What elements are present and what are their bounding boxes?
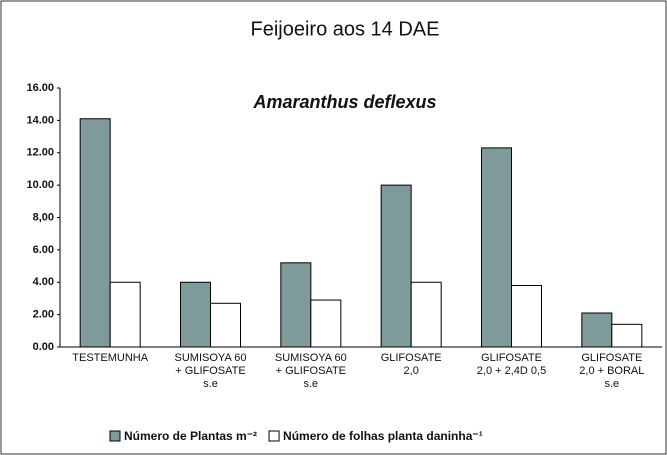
x-tick-label: s.e — [203, 378, 218, 390]
x-tick-label: GLIFOSATE — [481, 352, 542, 364]
bar — [611, 323, 643, 348]
x-tick-label: GLIFOSATE — [381, 352, 442, 364]
x-tick-label: 2,0 — [404, 365, 419, 377]
bar — [280, 262, 312, 348]
bar — [511, 284, 542, 348]
y-tick-label: 12.00 — [26, 147, 54, 159]
y-tick-label: 4.00 — [33, 276, 54, 288]
x-tick-label: SUMISOYA 60 — [175, 352, 247, 364]
bar — [79, 118, 111, 348]
y-tick-label: 6.00 — [33, 244, 54, 256]
legend-label: Número de Plantas m⁻² — [124, 429, 257, 443]
bar — [581, 312, 613, 348]
bar — [210, 302, 241, 348]
chart-subtitle: Amaranthus deflexus — [252, 92, 436, 112]
y-tick-label: 16.00 — [26, 82, 54, 94]
bar — [310, 299, 342, 348]
bar — [481, 147, 512, 348]
y-tick-label: 10.00 — [26, 179, 54, 191]
x-tick-label: TESTEMUNHA — [72, 352, 148, 364]
bar — [180, 281, 211, 348]
legend-label: Número de folhas planta daninha⁻¹ — [283, 429, 483, 443]
x-tick-label: GLIFOSATE — [581, 352, 642, 364]
x-tick-label: s.e — [303, 378, 318, 390]
legend-swatch — [109, 430, 121, 442]
x-tick-label: 2,0 + 2,4D 0,5 — [477, 365, 546, 377]
chart-title: Feijoeiro aos 14 DAE — [251, 18, 440, 40]
legend-swatch — [268, 430, 280, 442]
y-tick-label: 14.00 — [26, 114, 54, 126]
bar — [109, 281, 141, 348]
x-tick-label: + GLIFOSATE — [175, 365, 245, 377]
bar — [410, 281, 442, 348]
x-tick-label: 2,0 + BORAL — [579, 365, 644, 377]
y-tick-label: 0.00 — [33, 341, 54, 353]
y-tick-label: 8,00 — [33, 211, 54, 223]
x-tick-label: s.e — [604, 378, 619, 390]
x-tick-label: SUMISOYA 60 — [275, 352, 347, 364]
x-tick-label: + GLIFOSATE — [276, 365, 346, 377]
bar — [380, 184, 412, 348]
y-tick-label: 2.00 — [33, 309, 54, 321]
